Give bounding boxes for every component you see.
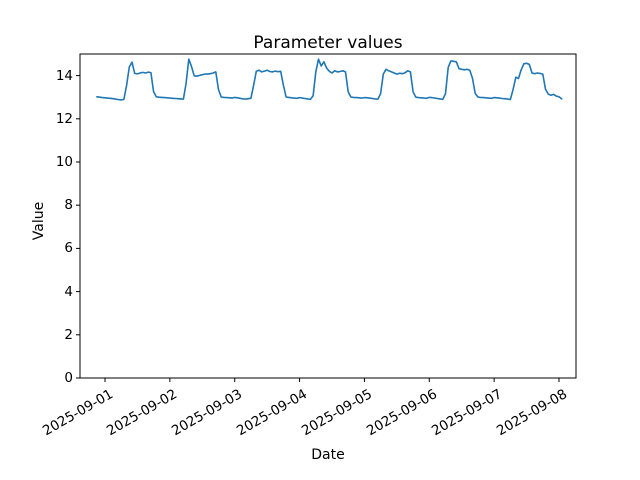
plot-area-border bbox=[79, 53, 577, 379]
y-tick-label: 6 bbox=[64, 240, 73, 257]
y-tick-label: 8 bbox=[64, 197, 73, 214]
y-tick-label: 12 bbox=[55, 110, 73, 127]
chart-title: Parameter values bbox=[253, 33, 403, 53]
x-axis-label: Date bbox=[311, 447, 345, 463]
y-tick-label: 4 bbox=[64, 283, 73, 300]
data-series-line bbox=[96, 58, 563, 101]
axis-tick-marks bbox=[76, 75, 560, 382]
y-tick-label: 10 bbox=[55, 154, 73, 170]
y-tick-label: 2 bbox=[64, 326, 73, 343]
y-tick-label: 14 bbox=[55, 67, 73, 84]
y-tick-label: 0 bbox=[64, 370, 73, 386]
y-axis-label: Value bbox=[31, 201, 47, 241]
